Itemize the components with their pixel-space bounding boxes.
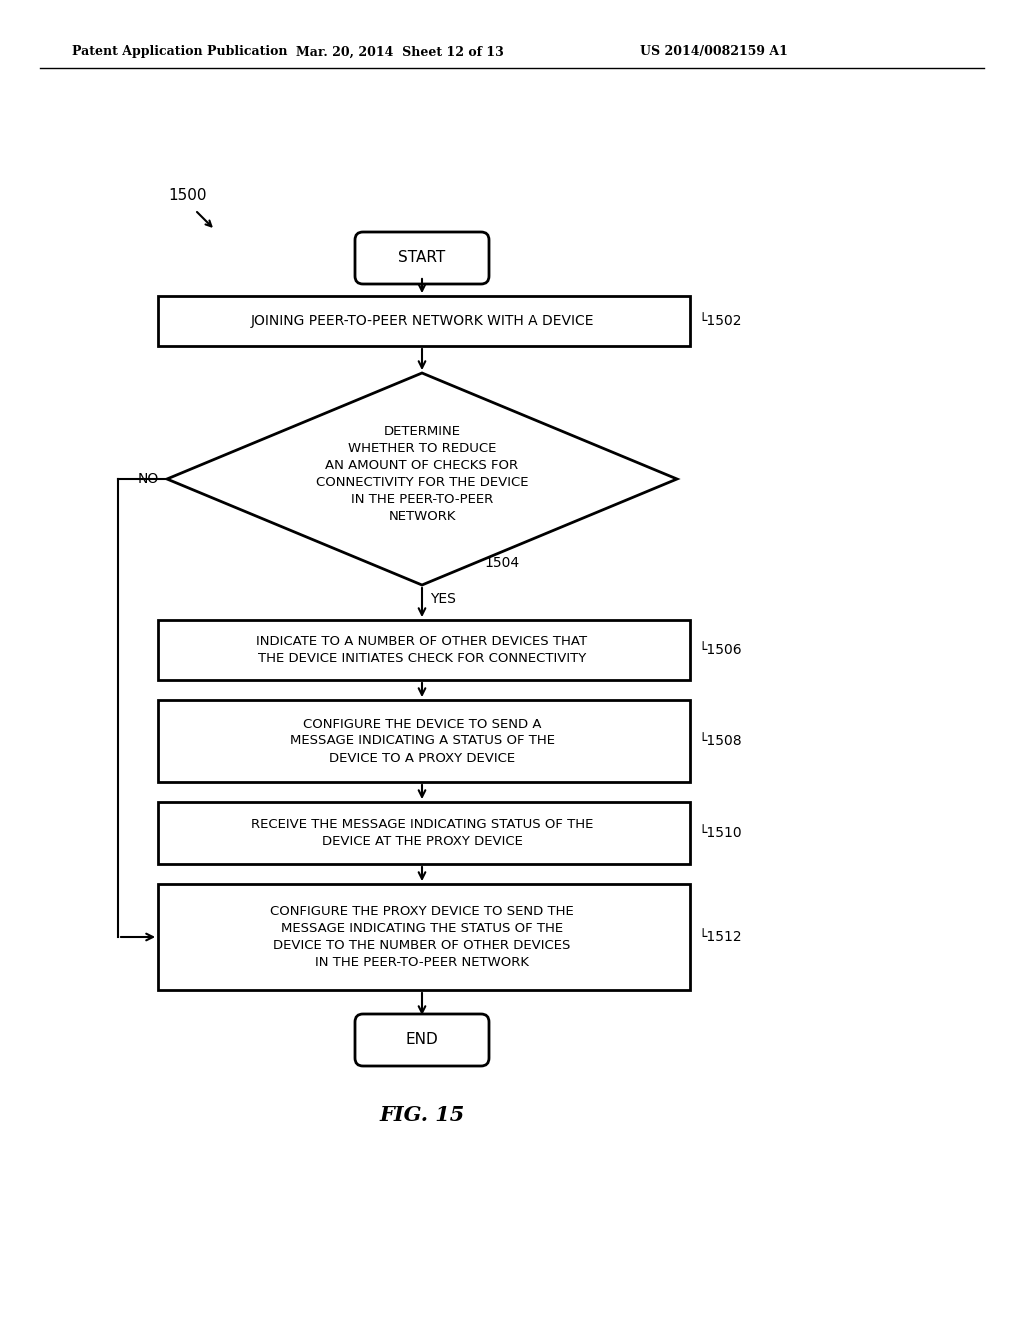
Text: START: START xyxy=(398,251,445,265)
Text: └1512: └1512 xyxy=(698,931,741,944)
Text: CONFIGURE THE PROXY DEVICE TO SEND THE
MESSAGE INDICATING THE STATUS OF THE
DEVI: CONFIGURE THE PROXY DEVICE TO SEND THE M… xyxy=(270,906,573,969)
Text: NO: NO xyxy=(138,473,159,486)
Bar xyxy=(158,700,690,781)
Bar xyxy=(158,296,690,346)
Text: US 2014/0082159 A1: US 2014/0082159 A1 xyxy=(640,45,787,58)
Text: JOINING PEER-TO-PEER NETWORK WITH A DEVICE: JOINING PEER-TO-PEER NETWORK WITH A DEVI… xyxy=(250,314,594,327)
Bar xyxy=(158,884,690,990)
Text: 1500: 1500 xyxy=(168,187,207,202)
Text: 1504: 1504 xyxy=(484,556,519,570)
Text: └1510: └1510 xyxy=(698,826,741,840)
Text: DETERMINE
WHETHER TO REDUCE
AN AMOUNT OF CHECKS FOR
CONNECTIVITY FOR THE DEVICE
: DETERMINE WHETHER TO REDUCE AN AMOUNT OF… xyxy=(315,425,528,523)
Text: └1508: └1508 xyxy=(698,734,741,748)
Text: └1502: └1502 xyxy=(698,314,741,327)
Text: └1506: └1506 xyxy=(698,643,741,657)
Text: Mar. 20, 2014  Sheet 12 of 13: Mar. 20, 2014 Sheet 12 of 13 xyxy=(296,45,504,58)
Text: CONFIGURE THE DEVICE TO SEND A
MESSAGE INDICATING A STATUS OF THE
DEVICE TO A PR: CONFIGURE THE DEVICE TO SEND A MESSAGE I… xyxy=(290,718,555,764)
Text: INDICATE TO A NUMBER OF OTHER DEVICES THAT
THE DEVICE INITIATES CHECK FOR CONNEC: INDICATE TO A NUMBER OF OTHER DEVICES TH… xyxy=(256,635,588,665)
Bar xyxy=(158,803,690,865)
Text: YES: YES xyxy=(430,591,456,606)
Text: FIG. 15: FIG. 15 xyxy=(379,1105,465,1125)
Text: RECEIVE THE MESSAGE INDICATING STATUS OF THE
DEVICE AT THE PROXY DEVICE: RECEIVE THE MESSAGE INDICATING STATUS OF… xyxy=(251,818,593,847)
Text: Patent Application Publication: Patent Application Publication xyxy=(72,45,288,58)
Text: END: END xyxy=(406,1032,438,1048)
Bar xyxy=(158,620,690,680)
